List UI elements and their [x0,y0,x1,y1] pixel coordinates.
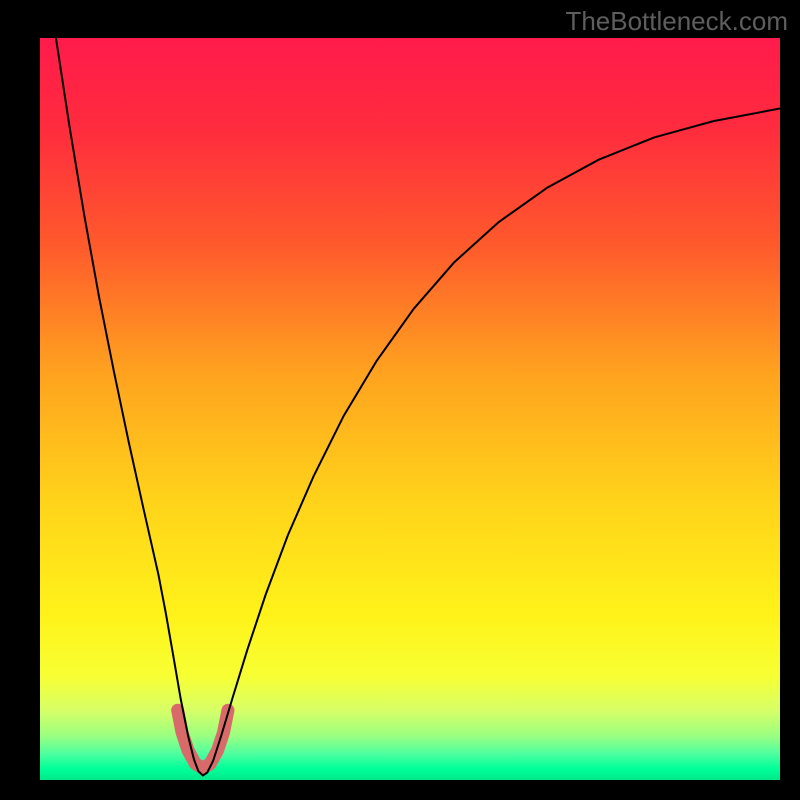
chart-stage: TheBottleneck.com [0,0,800,800]
curve-layer [40,38,780,780]
source-watermark: TheBottleneck.com [565,6,788,37]
plot-area [40,38,780,780]
bottleneck-curve [40,38,780,776]
